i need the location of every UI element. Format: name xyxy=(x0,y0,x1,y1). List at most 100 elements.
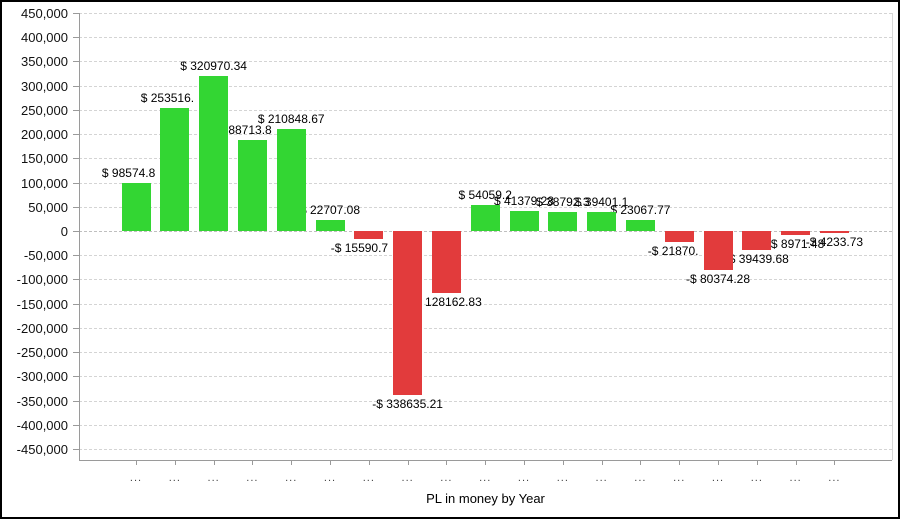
grid-line xyxy=(79,37,892,38)
bar xyxy=(742,231,772,251)
x-axis-tick-label: ... xyxy=(556,472,569,484)
grid-line xyxy=(79,376,892,377)
y-axis-tick xyxy=(73,207,79,208)
bar-value-label: $ 253516. xyxy=(140,91,195,106)
x-axis-tick xyxy=(291,461,292,465)
bar xyxy=(160,108,190,231)
bar xyxy=(431,231,461,294)
bar xyxy=(470,204,500,231)
x-axis-tick xyxy=(834,461,835,465)
plot-right-border xyxy=(892,13,893,460)
grid-line xyxy=(79,86,892,87)
bar-value-label: $ 23067.77 xyxy=(610,202,671,217)
x-axis-tick-label: ... xyxy=(440,472,453,484)
x-axis-tick xyxy=(136,461,137,465)
x-axis-tick-label: ... xyxy=(401,472,414,484)
y-axis-tick-label: -450,000 xyxy=(16,442,68,457)
y-axis-tick xyxy=(73,376,79,377)
x-axis-tick xyxy=(214,461,215,465)
bar xyxy=(548,212,578,231)
bar-value-label: -$ 8971.48 xyxy=(766,237,825,252)
y-axis-tick-label: -400,000 xyxy=(16,418,68,433)
x-axis-tick-label: ... xyxy=(711,472,725,484)
bar xyxy=(237,139,267,231)
y-axis-tick-label: 0 xyxy=(60,224,68,239)
axis-title: PL in money by Year xyxy=(426,491,545,506)
grid-line xyxy=(79,449,892,450)
bar-value-label: -$ 128162.83 xyxy=(411,295,482,310)
x-axis-tick xyxy=(563,461,564,465)
x-axis-tick xyxy=(757,461,758,465)
bar xyxy=(276,128,306,231)
grid-line xyxy=(79,401,892,402)
y-axis-tick-label: -100,000 xyxy=(16,272,68,287)
y-axis-line xyxy=(79,13,80,460)
bar-value-label: -$ 338635.21 xyxy=(372,397,443,411)
grid-line xyxy=(79,255,892,256)
y-axis-tick xyxy=(73,425,79,426)
y-axis-tick xyxy=(73,231,79,232)
x-axis-tick xyxy=(796,461,797,465)
bar-value-label: -$ 80374.28 xyxy=(685,271,751,286)
y-axis-tick-label: 250,000 xyxy=(21,103,68,118)
bar-value-label: -$ 39439.68 xyxy=(724,252,789,267)
x-axis-tick-label: ... xyxy=(789,472,802,484)
x-axis-tick xyxy=(602,461,603,465)
y-axis-tick-label: 150,000 xyxy=(21,151,68,166)
y-axis-tick-label: -300,000 xyxy=(16,369,68,384)
bar-value-label: $ 210848.67 xyxy=(257,111,325,126)
y-axis-tick xyxy=(73,134,79,135)
x-axis-tick xyxy=(640,461,641,465)
x-axis-tick xyxy=(252,461,253,465)
y-axis-tick-label: 300,000 xyxy=(21,79,68,94)
bar-value-label: -$ 21870. xyxy=(647,243,699,258)
bar-value-label: $ 98574.8 xyxy=(101,166,156,181)
y-axis-tick-label: -250,000 xyxy=(16,345,68,360)
grid-line xyxy=(79,279,892,280)
y-axis-tick xyxy=(73,255,79,256)
y-axis-tick xyxy=(73,37,79,38)
y-axis-tick-label: -200,000 xyxy=(16,321,68,336)
y-axis-tick xyxy=(73,86,79,87)
bar xyxy=(781,231,811,236)
x-axis-tick-label: ... xyxy=(634,472,647,484)
x-axis-tick-label: ... xyxy=(129,472,143,484)
bar xyxy=(315,220,345,231)
x-axis-tick-label: ... xyxy=(750,472,763,484)
x-axis-tick-label: ... xyxy=(285,472,298,484)
x-axis-tick xyxy=(330,461,331,465)
x-axis-tick xyxy=(524,461,525,465)
grid-line xyxy=(79,352,892,353)
grid-line xyxy=(79,183,892,184)
y-axis-tick-label: -50,000 xyxy=(23,248,68,263)
x-axis-tick xyxy=(175,461,176,465)
bar xyxy=(199,75,229,231)
x-axis-tick-label: ... xyxy=(168,472,181,484)
x-axis-line xyxy=(79,460,892,461)
bar-value-label: $ 22707.08 xyxy=(299,203,361,217)
bar xyxy=(121,183,151,231)
y-axis-tick-label: -150,000 xyxy=(16,297,68,312)
bar xyxy=(625,219,655,231)
bar-value-label: $ 320970.34 xyxy=(180,58,247,73)
x-axis-tick-label: ... xyxy=(595,472,608,484)
x-axis-tick xyxy=(718,461,719,465)
y-axis-tick-label: 400,000 xyxy=(21,30,68,45)
x-axis-tick-label: ... xyxy=(479,472,492,484)
grid-line xyxy=(79,158,892,159)
y-axis-tick-label: 200,000 xyxy=(21,127,68,142)
bar xyxy=(587,211,617,231)
x-axis-tick-label: ... xyxy=(517,472,531,484)
y-axis-tick xyxy=(73,13,79,14)
bar-value-label: -$ 4233.73 xyxy=(805,235,864,250)
bar-value-label: $ 38792.3 xyxy=(536,195,590,210)
y-axis-tick xyxy=(73,328,79,329)
x-axis-tick-label: ... xyxy=(207,472,220,484)
bar xyxy=(509,211,539,231)
y-axis-tick xyxy=(73,61,79,62)
y-axis-tick xyxy=(73,304,79,305)
y-axis-tick xyxy=(73,279,79,280)
x-axis-tick-label: ... xyxy=(828,472,841,484)
y-axis-tick-label: 450,000 xyxy=(21,6,68,21)
